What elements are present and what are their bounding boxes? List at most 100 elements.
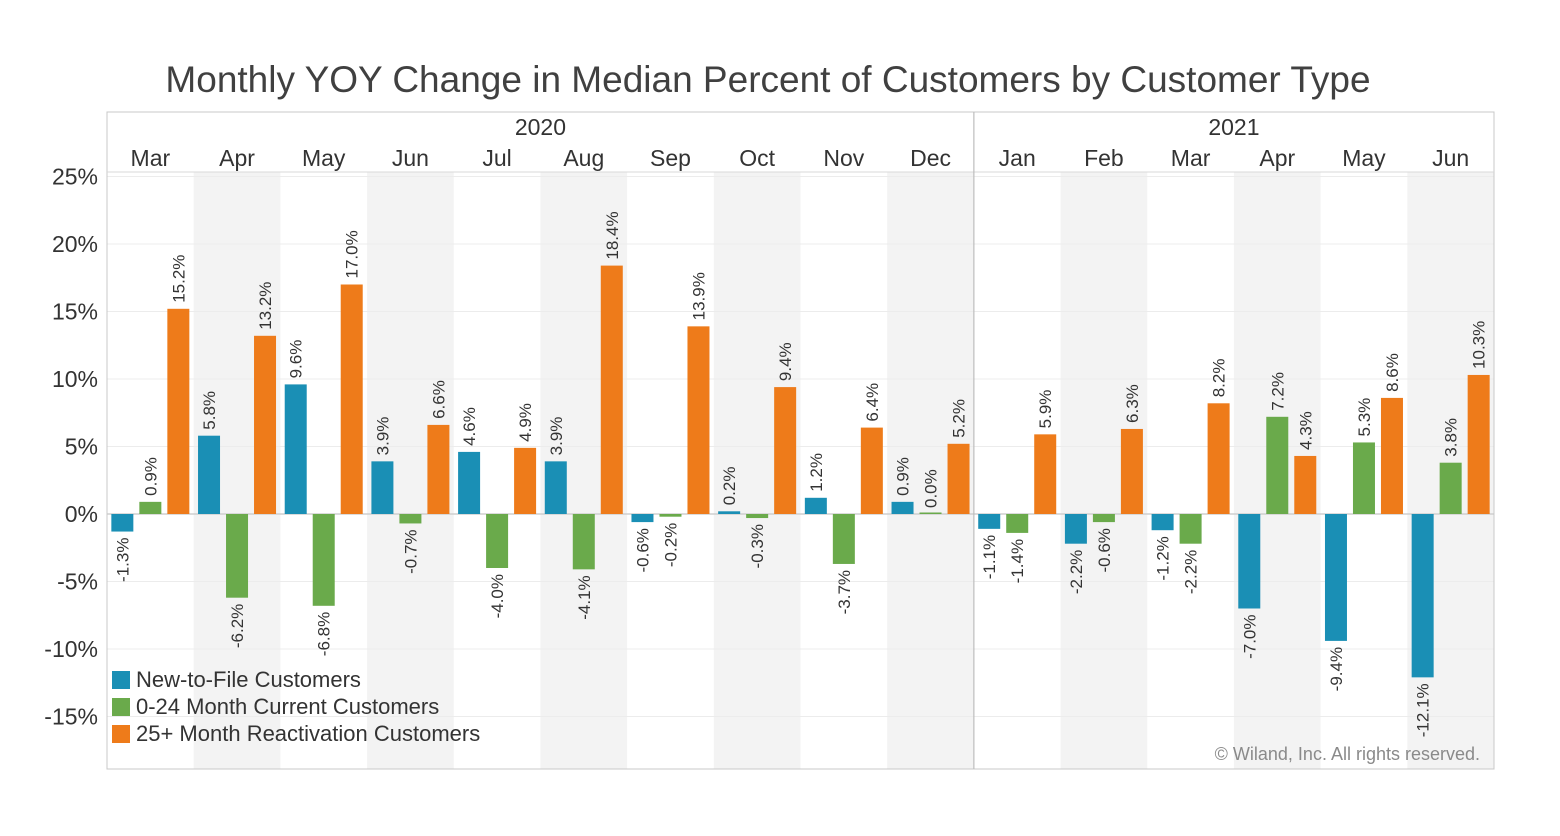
data-label: 5.3% [1355,398,1374,437]
legend-swatch [112,698,130,716]
column-header: 2020 Mar Apr May Jun Jul Aug Sep Oct Nov Dec 2021 Ja… [131,114,1470,171]
year-label: 2020 [515,114,566,140]
legend-swatch [112,671,130,689]
bar [111,514,134,532]
month-label: Mar [131,145,171,171]
month-label: Jun [1432,145,1469,171]
month-label: Jan [999,145,1036,171]
bar [774,387,797,514]
data-label: -2.2% [1067,550,1086,594]
bar [1380,397,1403,514]
data-label: 6.6% [429,380,448,419]
month-label: Mar [1171,145,1211,171]
month-label: Oct [739,145,775,171]
month-label: Aug [563,145,604,171]
data-label: -0.7% [401,529,420,573]
data-label: 18.4% [603,211,622,259]
data-label: -4.1% [575,575,594,619]
y-tick-label: 15% [52,299,98,325]
bar [254,335,277,514]
data-label: -1.2% [1154,536,1173,580]
bar [198,435,221,514]
data-label: 3.9% [547,417,566,456]
bar [572,514,595,570]
bar [1266,416,1289,514]
data-label: 4.9% [516,403,535,442]
data-label: 13.9% [689,272,708,320]
plot-border [106,111,1495,770]
data-label: 5.9% [1036,390,1055,429]
copyright-text: © Wiland, Inc. All rights reserved. [1215,744,1480,764]
bar [860,427,883,514]
bar [1352,442,1375,514]
bar [486,514,509,568]
chart-title: Monthly YOY Change in Median Percent of … [165,59,1370,100]
bar [167,308,190,514]
bar [746,514,769,519]
data-label: 5.8% [200,391,219,430]
data-label: -6.8% [315,612,334,656]
bar [1120,428,1143,514]
bar [1238,514,1261,609]
bar [312,514,335,606]
bar [1467,374,1490,514]
data-label: 5.2% [950,399,969,438]
bar [399,514,422,524]
data-label: 8.6% [1383,353,1402,392]
bar [804,497,827,514]
month-label: Apr [219,145,255,171]
bar [687,326,710,514]
bar [1294,455,1317,514]
y-tick-label: 5% [65,434,98,460]
bar [631,514,654,523]
bar [371,461,394,514]
y-tick-label: -15% [44,704,98,730]
bar [514,447,537,514]
bar [1324,514,1347,641]
bar [1064,514,1087,544]
bar [1411,514,1434,678]
bar [226,514,249,598]
bar [718,511,741,514]
data-label: -0.6% [1095,528,1114,572]
data-label: -2.2% [1182,550,1201,594]
month-label: Nov [823,145,864,171]
data-label: -9.4% [1327,647,1346,691]
month-label: Jun [392,145,429,171]
bar [284,384,307,514]
data-label: 10.3% [1470,321,1489,369]
y-tick-label: 10% [52,366,98,392]
bar [1151,514,1174,531]
bar [544,461,567,514]
bar [1207,403,1230,514]
legend-label: 0-24 Month Current Customers [136,694,439,719]
data-label: 3.9% [373,417,392,456]
data-label: -3.7% [835,570,854,614]
data-label: 0.9% [894,457,913,496]
legend-swatch [112,725,130,743]
bar [947,443,970,514]
month-label: May [1342,145,1386,171]
data-label: 6.3% [1123,384,1142,423]
data-label: 9.6% [287,340,306,379]
data-label: -0.6% [633,528,652,572]
y-tick-label: 20% [52,231,98,257]
data-labels: -1.3% 5.8% 9.6% 3.9% 4.6% 3.9% -0.6% 0.2% 1.2% 0.… [113,211,1488,737]
bar [1092,514,1115,523]
bar [832,514,855,564]
data-label: -1.1% [980,535,999,579]
bars [111,265,1490,678]
bar [458,451,481,514]
data-label: -4.0% [488,574,507,618]
y-tick-label: -10% [44,636,98,662]
data-label: 4.6% [460,407,479,446]
data-label: -1.3% [113,538,132,582]
legend-label: New-to-File Customers [136,667,361,692]
data-label: 9.4% [776,342,795,381]
bar [919,512,942,514]
data-label: -12.1% [1414,683,1433,737]
bar [659,514,682,517]
bar [1006,514,1029,533]
data-label: 4.3% [1296,411,1315,450]
